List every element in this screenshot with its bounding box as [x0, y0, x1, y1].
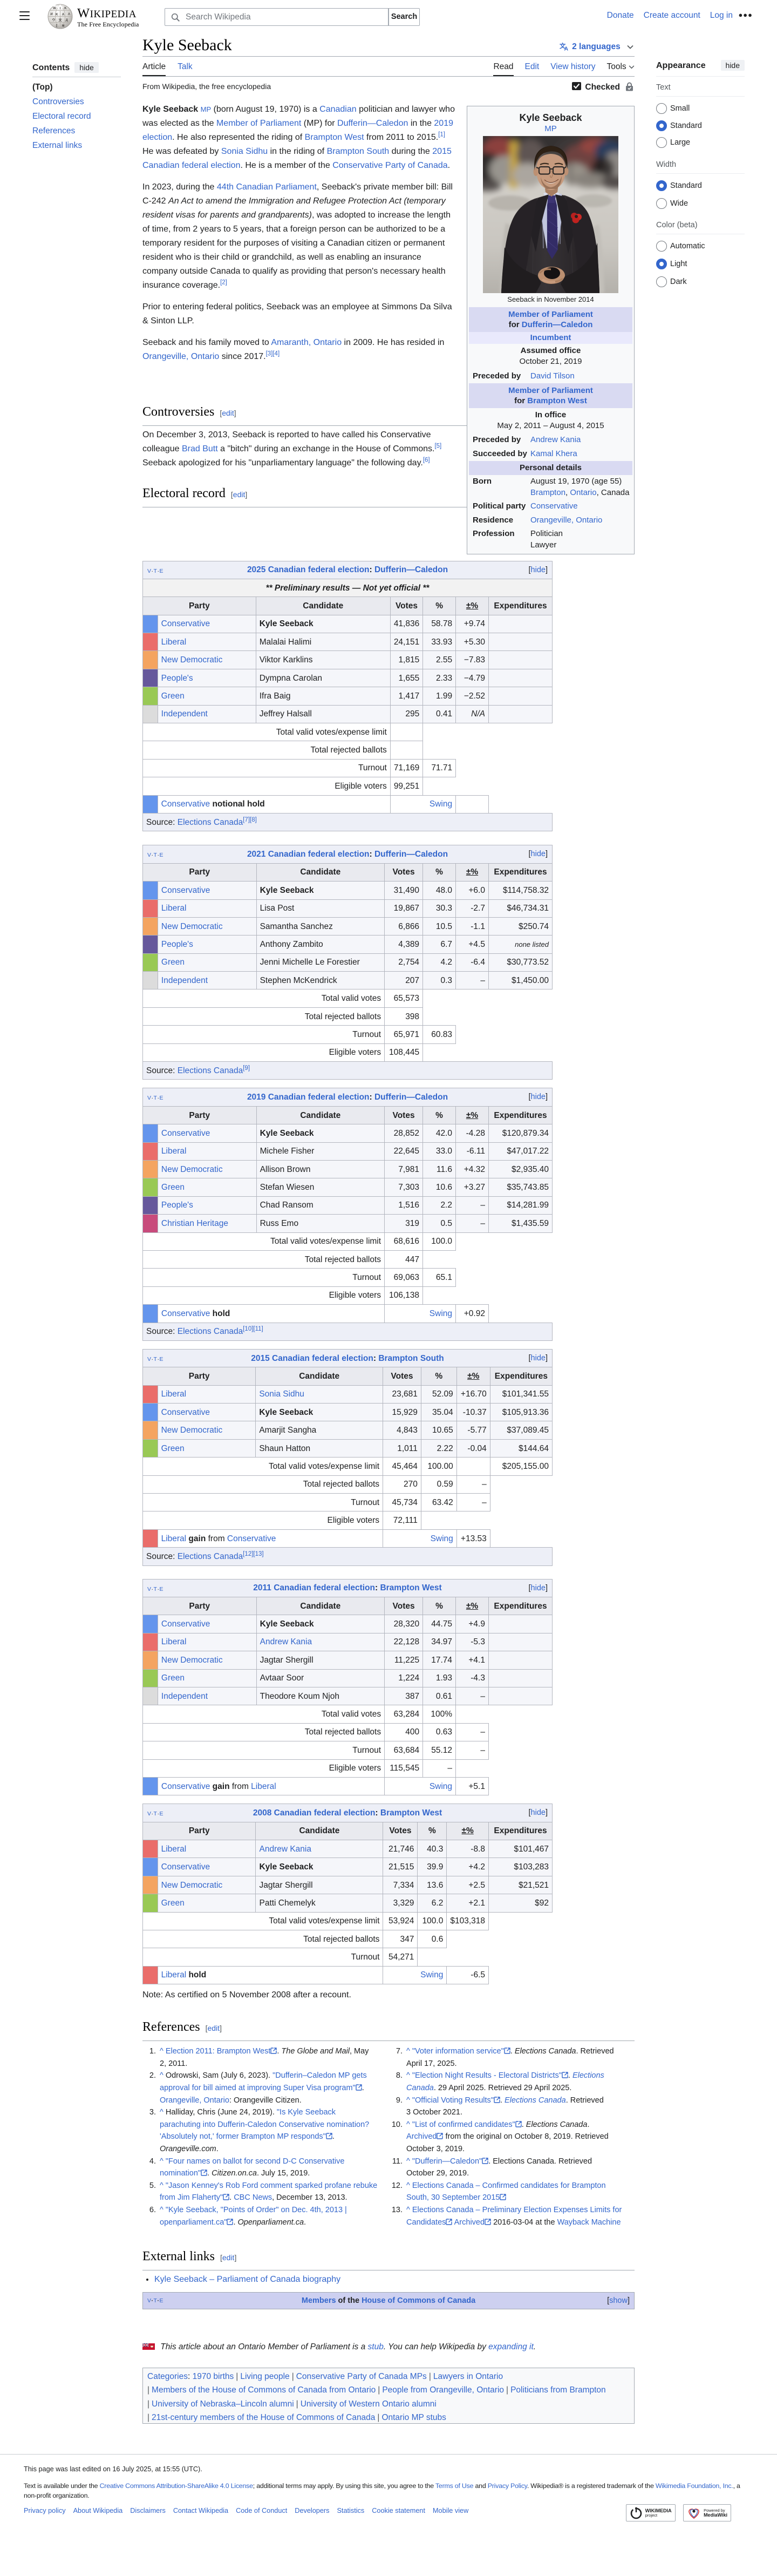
svg-text:K: K — [64, 6, 67, 10]
svg-text:I: I — [60, 6, 61, 10]
svg-text:Λ: Λ — [68, 12, 71, 16]
svg-text:A: A — [62, 13, 65, 17]
svg-text:A: A — [564, 46, 568, 51]
svg-text:И: И — [50, 12, 52, 16]
svg-text:ウ: ウ — [52, 18, 55, 22]
svg-text:W: W — [53, 6, 56, 10]
svg-text:文: 文 — [560, 42, 566, 50]
svg-text:Д: Д — [66, 18, 69, 22]
svg-text:K: K — [56, 13, 58, 17]
svg-text:ξ: ξ — [56, 24, 58, 28]
svg-text:文: 文 — [58, 18, 62, 22]
svg-text:क: क — [62, 24, 65, 28]
